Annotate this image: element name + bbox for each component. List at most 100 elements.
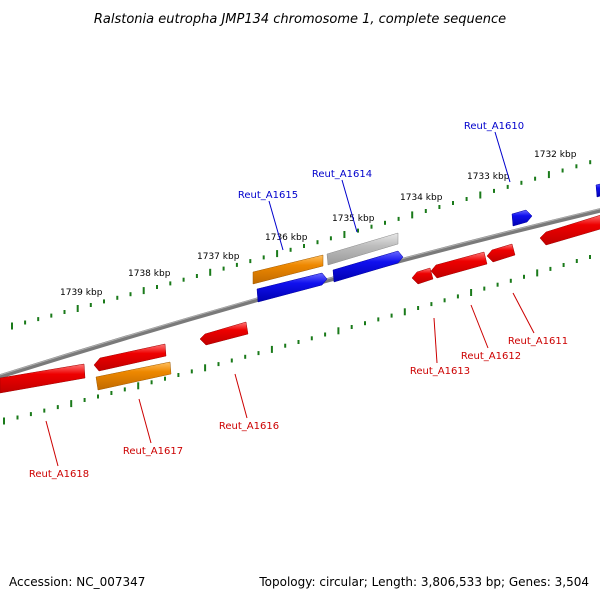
- map-title: Ralstonia eutropha JMP134 chromosome 1, …: [94, 12, 506, 27]
- lower-tick: [523, 274, 525, 279]
- gene-red-upper-left[interactable]: [93, 343, 167, 372]
- lower-tick: [110, 391, 113, 395]
- upper-tick: [169, 281, 172, 286]
- gene-red-1616[interactable]: [199, 321, 249, 346]
- gene-label-reut-a1617[interactable]: Reut_A1617: [123, 446, 183, 457]
- upper-tick: [397, 216, 400, 221]
- lower-tick: [417, 306, 420, 310]
- lower-tick: [230, 358, 233, 363]
- upper-tick: [37, 317, 40, 322]
- gene-blue-1610[interactable]: [511, 209, 533, 227]
- upper-tick: [357, 228, 359, 233]
- lower-tick: [364, 321, 366, 326]
- leader-line-1616: [234, 373, 248, 419]
- leader-line-1618: [45, 420, 59, 467]
- upper-tick: [262, 255, 265, 260]
- lower-tick: [16, 415, 19, 420]
- lower-tick: [244, 354, 247, 359]
- lower-tick: [297, 340, 300, 344]
- upper-tick: [182, 277, 185, 282]
- upper-tick: [289, 247, 292, 252]
- upper-tick: [506, 184, 509, 189]
- lower-tick: [97, 394, 99, 399]
- gene-label-reut-a1611[interactable]: Reut_A1611: [508, 336, 568, 347]
- gene-gray-1614[interactable]: [326, 232, 399, 266]
- upper-tick: [411, 211, 414, 219]
- lower-tick: [562, 263, 565, 267]
- leader-line-1615: [268, 200, 284, 251]
- upper-tick: [103, 299, 105, 304]
- upper-tick: [142, 287, 145, 295]
- upper-tick-track: [11, 160, 592, 330]
- lower-tick: [589, 255, 591, 259]
- upper-tick: [561, 168, 564, 173]
- lower-tick: [29, 412, 32, 417]
- gene-blue-edge[interactable]: [595, 183, 600, 198]
- upper-tick: [11, 322, 13, 330]
- upper-tick: [479, 191, 482, 199]
- gene-red-1611[interactable]: [486, 243, 516, 263]
- gene-red-1618[interactable]: [0, 363, 86, 394]
- lower-tick: [324, 332, 327, 337]
- lower-tick: [496, 282, 499, 287]
- lower-tick: [56, 405, 59, 410]
- lower-tick: [284, 343, 287, 348]
- gene-label-reut-a1616[interactable]: Reut_A1616: [219, 421, 279, 432]
- accession-text: Accession: NC_007347: [9, 575, 146, 589]
- lower-tick: [257, 351, 260, 356]
- gene-orange-1617[interactable]: [95, 361, 172, 391]
- upper-tick: [24, 320, 27, 325]
- gene-label-reut-a1614[interactable]: Reut_A1614: [312, 169, 372, 180]
- kbp-label-1738: 1738 kbp: [128, 269, 171, 279]
- gene-label-reut-a1615[interactable]: Reut_A1615: [238, 190, 298, 201]
- upper-tick: [589, 160, 592, 165]
- gene-label-reut-a1618[interactable]: Reut_A1618: [29, 469, 89, 480]
- upper-tick: [370, 224, 373, 229]
- lower-tick: [43, 408, 46, 413]
- lower-tick: [3, 417, 5, 425]
- upper-tick: [116, 295, 119, 300]
- lower-tick: [509, 278, 512, 283]
- gene-red-1612[interactable]: [430, 251, 488, 279]
- upper-tick: [76, 305, 79, 312]
- gene-label-reut-a1612[interactable]: Reut_A1612: [461, 351, 521, 362]
- gene-red-1613[interactable]: [411, 267, 434, 285]
- upper-tick: [222, 266, 225, 271]
- upper-tick: [235, 262, 238, 267]
- upper-tick: [276, 250, 279, 258]
- lower-tick: [350, 325, 353, 329]
- upper-tick: [534, 176, 537, 181]
- lower-tick-track: [3, 255, 591, 425]
- lower-tick: [390, 313, 393, 318]
- upper-tick: [329, 236, 332, 241]
- upper-tick: [195, 274, 198, 278]
- upper-tick: [424, 209, 427, 213]
- kbp-label-1733: 1733 kbp: [467, 172, 510, 182]
- gene-orange-1615[interactable]: [252, 254, 324, 285]
- upper-tick: [465, 197, 468, 201]
- lower-tick: [177, 373, 180, 377]
- gene-label-reut-a1613[interactable]: Reut_A1613: [410, 366, 470, 377]
- kbp-label-1736: 1736 kbp: [265, 233, 308, 243]
- upper-tick: [129, 292, 132, 297]
- upper-tick: [249, 259, 252, 264]
- gene-label-reut-a1610[interactable]: Reut_A1610: [464, 121, 524, 132]
- kbp-label-1732: 1732 kbp: [534, 150, 577, 160]
- upper-tick: [156, 285, 158, 289]
- upper-tick: [343, 231, 346, 238]
- lower-tick: [270, 345, 273, 353]
- lower-tick: [575, 259, 578, 263]
- lower-tick: [470, 289, 473, 296]
- leader-line-1614: [341, 179, 358, 233]
- gene-blue-upper-right[interactable]: [332, 250, 404, 283]
- upper-tick: [384, 220, 386, 225]
- gene-blue-upper-left[interactable]: [256, 272, 328, 303]
- lower-tick: [337, 327, 340, 335]
- lower-tick: [443, 298, 446, 303]
- gene-red-right[interactable]: [539, 214, 600, 246]
- upper-tick: [209, 268, 212, 276]
- kbp-label-1739: 1739 kbp: [60, 288, 103, 298]
- upper-tick: [316, 240, 319, 245]
- lower-tick: [377, 317, 380, 322]
- lower-tick: [310, 336, 313, 341]
